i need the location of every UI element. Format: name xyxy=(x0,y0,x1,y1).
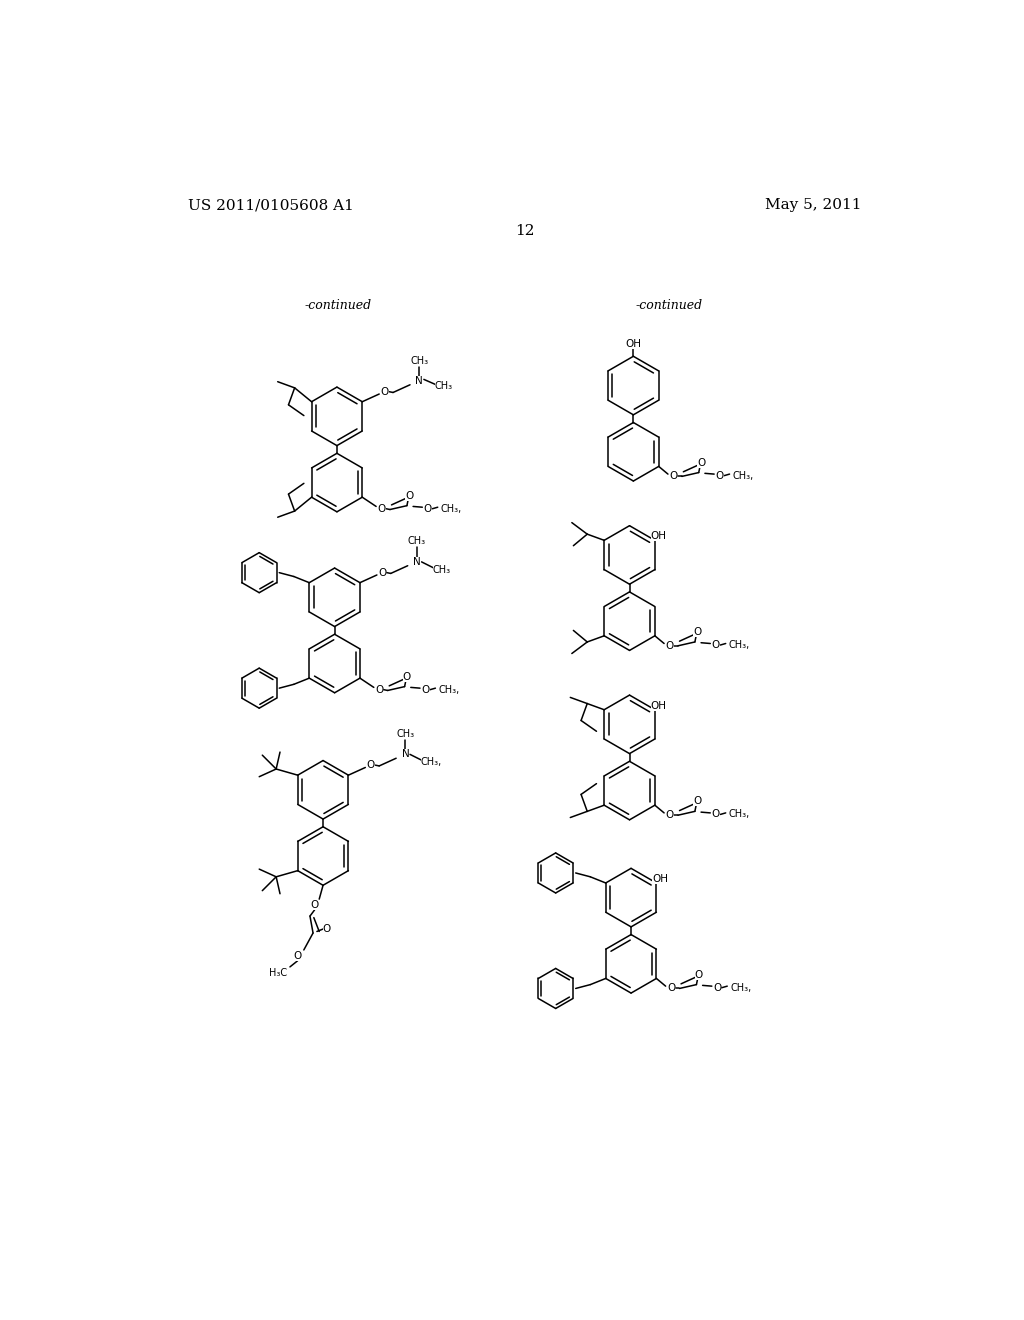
Text: O: O xyxy=(421,685,429,694)
Text: CH₃: CH₃ xyxy=(396,729,415,739)
Text: O: O xyxy=(381,387,389,397)
Text: CH₃,: CH₃, xyxy=(421,758,442,767)
Text: O: O xyxy=(378,504,386,513)
Text: O: O xyxy=(402,672,411,681)
Text: O: O xyxy=(310,900,318,911)
Text: CH₃: CH₃ xyxy=(435,381,453,391)
Text: CH₃: CH₃ xyxy=(411,356,428,366)
Text: O: O xyxy=(406,491,414,500)
Text: O: O xyxy=(375,685,383,694)
Text: O: O xyxy=(693,796,701,807)
Text: O: O xyxy=(712,640,720,649)
Text: May 5, 2011: May 5, 2011 xyxy=(765,198,861,213)
Text: CH₃: CH₃ xyxy=(408,536,426,546)
Text: O: O xyxy=(367,760,375,770)
Text: O: O xyxy=(693,627,701,638)
Text: CH₃,: CH₃, xyxy=(729,809,751,820)
Text: CH₃,: CH₃, xyxy=(733,471,754,480)
Text: O: O xyxy=(666,640,674,651)
Text: US 2011/0105608 A1: US 2011/0105608 A1 xyxy=(188,198,354,213)
Text: O: O xyxy=(424,504,432,513)
Text: O: O xyxy=(713,982,721,993)
Text: CH₃: CH₃ xyxy=(432,565,451,574)
Text: OH: OH xyxy=(650,701,667,711)
Text: N: N xyxy=(401,750,410,759)
Text: CH₃,: CH₃, xyxy=(438,685,460,694)
Text: O: O xyxy=(294,952,302,961)
Text: OH: OH xyxy=(626,339,641,348)
Text: CH₃,: CH₃, xyxy=(730,982,752,993)
Text: N: N xyxy=(413,557,421,566)
Text: O: O xyxy=(378,568,386,578)
Text: O: O xyxy=(694,970,702,979)
Text: CH₃,: CH₃, xyxy=(441,504,462,513)
Text: -continued: -continued xyxy=(636,300,703,313)
Text: 12: 12 xyxy=(515,224,535,238)
Text: CH₃,: CH₃, xyxy=(729,640,751,649)
Text: O: O xyxy=(697,458,706,467)
Text: OH: OH xyxy=(652,874,669,884)
Text: N: N xyxy=(416,376,423,385)
Text: OH: OH xyxy=(650,532,667,541)
Text: -continued: -continued xyxy=(305,300,372,313)
Text: O: O xyxy=(716,471,724,480)
Text: O: O xyxy=(323,924,331,935)
Text: O: O xyxy=(712,809,720,820)
Text: H₃C: H₃C xyxy=(268,968,287,978)
Text: O: O xyxy=(667,983,675,994)
Text: O: O xyxy=(670,471,678,482)
Text: O: O xyxy=(666,810,674,820)
